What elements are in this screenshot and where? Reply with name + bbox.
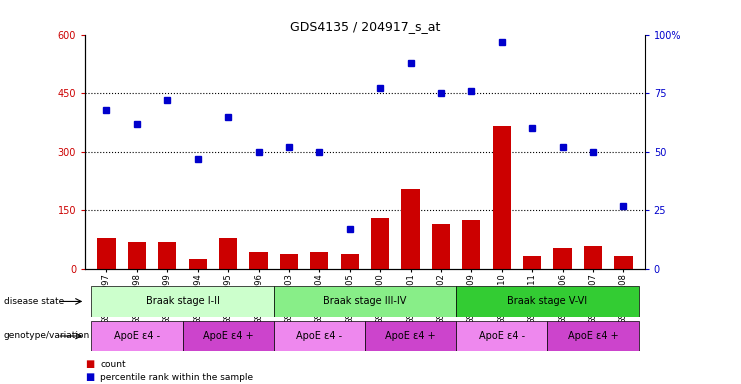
Bar xyxy=(219,238,237,269)
Text: Braak stage I-II: Braak stage I-II xyxy=(145,296,219,306)
Bar xyxy=(273,321,365,351)
Bar xyxy=(584,246,602,269)
Bar xyxy=(614,256,633,269)
Text: count: count xyxy=(100,359,126,369)
Text: ApoE ε4 -: ApoE ε4 - xyxy=(114,331,160,341)
Bar xyxy=(371,218,389,269)
Bar xyxy=(402,189,419,269)
Text: ApoE ε4 -: ApoE ε4 - xyxy=(296,331,342,341)
Bar xyxy=(158,242,176,269)
Text: ApoE ε4 -: ApoE ε4 - xyxy=(479,331,525,341)
Bar xyxy=(548,321,639,351)
Text: ■: ■ xyxy=(85,359,94,369)
Bar xyxy=(493,126,511,269)
Bar xyxy=(462,220,480,269)
Text: disease state: disease state xyxy=(4,297,64,306)
Text: percentile rank within the sample: percentile rank within the sample xyxy=(100,372,253,382)
Bar xyxy=(456,321,548,351)
Text: ■: ■ xyxy=(85,372,94,382)
Text: genotype/variation: genotype/variation xyxy=(4,331,90,341)
Bar xyxy=(365,321,456,351)
Bar xyxy=(523,256,541,269)
Bar xyxy=(310,252,328,269)
Bar xyxy=(456,286,639,317)
Bar xyxy=(182,321,273,351)
Text: Braak stage III-IV: Braak stage III-IV xyxy=(323,296,407,306)
Bar xyxy=(189,259,207,269)
Bar xyxy=(432,224,450,269)
Bar xyxy=(554,248,572,269)
Bar xyxy=(280,254,298,269)
Bar xyxy=(250,252,268,269)
Bar xyxy=(91,286,273,317)
Bar xyxy=(97,238,116,269)
Text: Braak stage V-VI: Braak stage V-VI xyxy=(508,296,588,306)
Text: ApoE ε4 +: ApoE ε4 + xyxy=(568,331,618,341)
Bar xyxy=(91,321,182,351)
Text: ApoE ε4 +: ApoE ε4 + xyxy=(203,331,253,341)
Text: ApoE ε4 +: ApoE ε4 + xyxy=(385,331,436,341)
Bar xyxy=(127,242,146,269)
Title: GDS4135 / 204917_s_at: GDS4135 / 204917_s_at xyxy=(290,20,440,33)
Bar xyxy=(273,286,456,317)
Bar xyxy=(341,254,359,269)
